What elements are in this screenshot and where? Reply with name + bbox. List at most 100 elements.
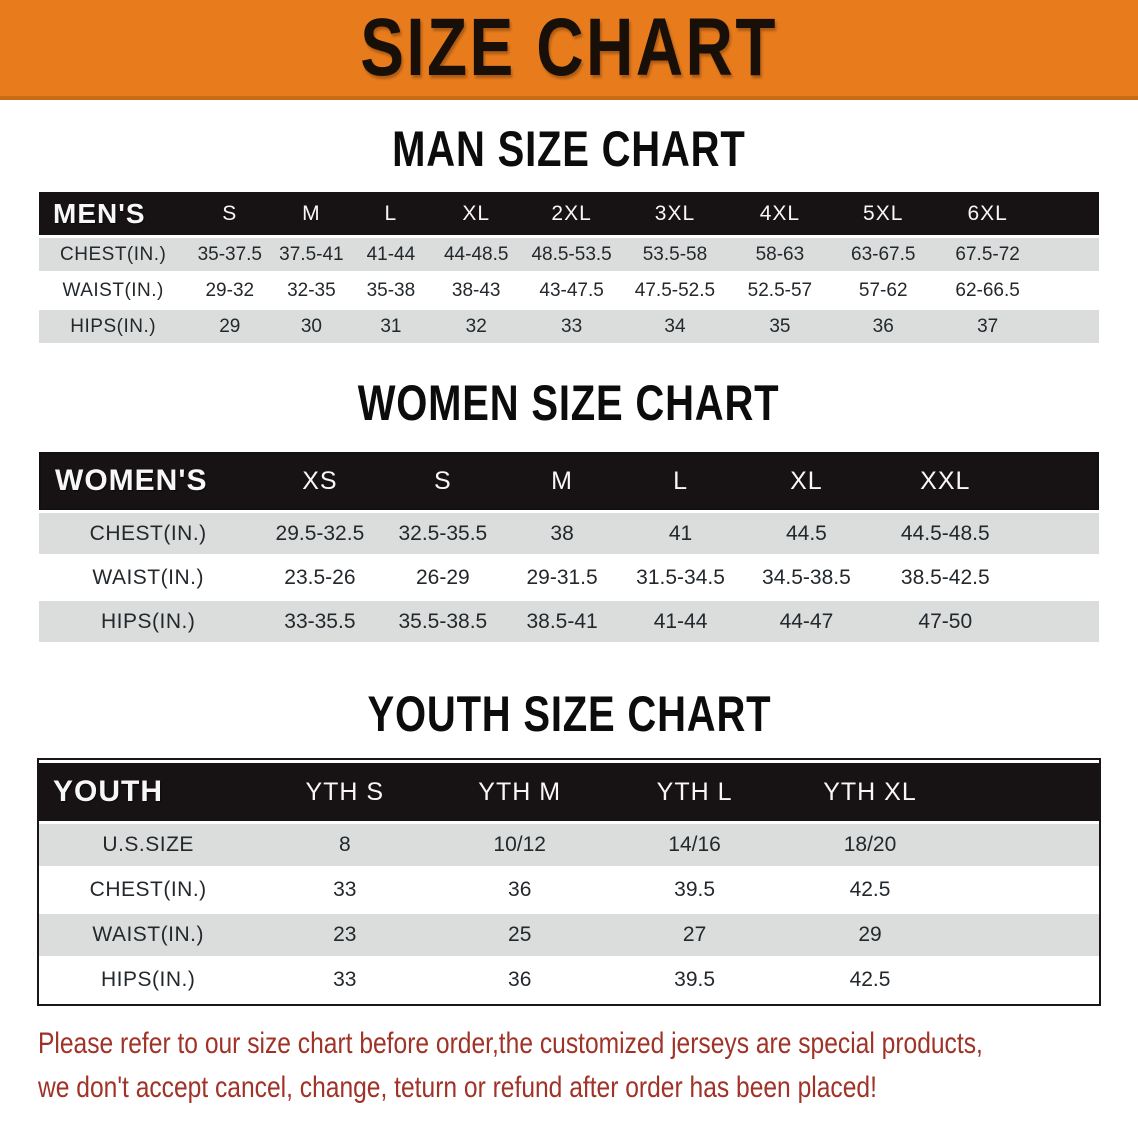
youth-table-title: YOUTH xyxy=(39,763,258,821)
filler-cell xyxy=(1017,513,1099,554)
size-column-header: 6XL xyxy=(934,192,1041,235)
measurement-value: 33 xyxy=(521,310,622,343)
measurement-value: 35 xyxy=(727,310,832,343)
measurement-value: 29 xyxy=(187,310,273,343)
measurement-value: 44-48.5 xyxy=(431,238,522,271)
measurement-label: WAIST(IN.) xyxy=(39,274,188,307)
women-size-section: WOMEN SIZE CHART WOMEN'S XS S M L XL XXL CHEST(I… xyxy=(39,346,1099,645)
men-table-title: MEN'S xyxy=(39,192,188,235)
women-size-table: WOMEN'S XS S M L XL XXL CHEST(IN.) 29.5-32.5 32.5… xyxy=(39,449,1099,645)
size-column-header: S xyxy=(382,452,504,510)
measurement-value: 42.5 xyxy=(782,869,958,911)
size-column-header: L xyxy=(350,192,432,235)
women-table-title: WOMEN'S xyxy=(39,452,258,510)
measurement-value: 26-29 xyxy=(382,557,504,598)
size-column-header: XL xyxy=(431,192,522,235)
measurement-value: 35-37.5 xyxy=(187,238,273,271)
measurement-value: 48.5-53.5 xyxy=(521,238,622,271)
filler-cell xyxy=(1017,452,1099,510)
filler-cell xyxy=(957,763,1099,821)
measurement-value: 18/20 xyxy=(782,824,958,866)
size-column-header: 2XL xyxy=(521,192,622,235)
filler-cell xyxy=(957,959,1099,1001)
measurement-value: 36 xyxy=(432,869,608,911)
size-column-header: XL xyxy=(740,452,873,510)
measurement-row: WAIST(IN.) 23.5-26 26-29 29-31.5 31.5-34.5 34… xyxy=(39,557,1099,598)
measurement-value: 44.5 xyxy=(740,513,873,554)
disclaimer: Please refer to our size chart before or… xyxy=(38,1022,1138,1109)
size-column-header: M xyxy=(272,192,351,235)
measurement-value: 41-44 xyxy=(620,601,741,642)
filler-cell xyxy=(957,824,1099,866)
measurement-value: 29-32 xyxy=(187,274,273,307)
measurement-row: HIPS(IN.) 33 36 39.5 42.5 xyxy=(39,959,1099,1001)
measurement-value: 62-66.5 xyxy=(934,274,1041,307)
measurement-value: 14/16 xyxy=(607,824,783,866)
measurement-value: 41-44 xyxy=(350,238,432,271)
measurement-value: 25 xyxy=(432,914,608,956)
disclaimer-line-1: Please refer to our size chart before or… xyxy=(38,1027,983,1060)
measurement-value: 38-43 xyxy=(431,274,522,307)
measurement-value: 32.5-35.5 xyxy=(382,513,504,554)
measurement-row: WAIST(IN.) 29-32 32-35 35-38 38-43 43-47.5 47.… xyxy=(39,274,1099,307)
filler-cell xyxy=(1017,557,1099,598)
measurement-value: 27 xyxy=(607,914,783,956)
measurement-value: 10/12 xyxy=(432,824,608,866)
measurement-row: CHEST(IN.) 35-37.5 37.5-41 41-44 44-48.5 48.5… xyxy=(39,238,1099,271)
size-column-header: XXL xyxy=(872,452,1018,510)
measurement-row: HIPS(IN.) 29 30 31 32 33 34 35 36 37 xyxy=(39,310,1099,343)
measurement-row: WAIST(IN.) 23 25 27 29 xyxy=(39,914,1099,956)
measurement-value: 38.5-42.5 xyxy=(872,557,1018,598)
measurement-label: WAIST(IN.) xyxy=(39,557,258,598)
measurement-label: WAIST(IN.) xyxy=(39,914,258,956)
measurement-value: 32-35 xyxy=(272,274,351,307)
size-column-header: YTH L xyxy=(607,763,783,821)
measurement-value: 53.5-58 xyxy=(621,238,728,271)
banner-title: SIZE CHART xyxy=(360,2,778,93)
size-column-header: M xyxy=(503,452,621,510)
size-column-header: YTH XL xyxy=(782,763,958,821)
filler-cell xyxy=(957,914,1099,956)
size-column-header: S xyxy=(187,192,273,235)
youth-chart-heading-text: YOUTH SIZE CHART xyxy=(367,686,771,742)
measurement-value: 29 xyxy=(782,914,958,956)
measurement-value: 57-62 xyxy=(831,274,935,307)
size-column-header: YTH M xyxy=(432,763,608,821)
youth-chart-heading: YOUTH SIZE CHART xyxy=(39,645,1099,760)
measurement-value: 39.5 xyxy=(607,959,783,1001)
measurement-value: 35.5-38.5 xyxy=(382,601,504,642)
filler-cell xyxy=(1040,274,1099,307)
measurement-value: 39.5 xyxy=(607,869,783,911)
size-header-row: MEN'S S M L XL 2XL 3XL 4XL 5XL 6XL xyxy=(39,192,1099,235)
filler-cell xyxy=(1040,310,1099,343)
measurement-value: 38 xyxy=(503,513,621,554)
measurement-value: 41 xyxy=(620,513,741,554)
measurement-value: 52.5-57 xyxy=(727,274,832,307)
measurement-value: 42.5 xyxy=(782,959,958,1001)
measurement-value: 29-31.5 xyxy=(503,557,621,598)
measurement-value: 29.5-32.5 xyxy=(257,513,383,554)
size-chart-banner: SIZE CHART xyxy=(0,0,1138,100)
women-chart-heading-text: WOMEN SIZE CHART xyxy=(358,375,780,431)
measurement-row: U.S.SIZE 8 10/12 14/16 18/20 xyxy=(39,824,1099,866)
measurement-row: CHEST(IN.) 29.5-32.5 32.5-35.5 38 41 44.5 44.5… xyxy=(39,513,1099,554)
size-column-header: XS xyxy=(257,452,383,510)
women-chart-heading: WOMEN SIZE CHART xyxy=(39,346,1099,449)
measurement-value: 63-67.5 xyxy=(831,238,935,271)
filler-cell xyxy=(957,869,1099,911)
measurement-value: 58-63 xyxy=(727,238,832,271)
size-column-header: 4XL xyxy=(727,192,832,235)
measurement-value: 38.5-41 xyxy=(503,601,621,642)
size-header-row: YOUTH YTH S YTH M YTH L YTH XL xyxy=(39,763,1099,821)
filler-cell xyxy=(1017,601,1099,642)
measurement-value: 44-47 xyxy=(740,601,873,642)
measurement-value: 23.5-26 xyxy=(257,557,383,598)
measurement-value: 34.5-38.5 xyxy=(740,557,873,598)
measurement-value: 32 xyxy=(431,310,522,343)
measurement-value: 44.5-48.5 xyxy=(872,513,1018,554)
measurement-value: 8 xyxy=(257,824,433,866)
measurement-value: 31.5-34.5 xyxy=(620,557,741,598)
measurement-value: 34 xyxy=(621,310,728,343)
men-chart-heading-text: MAN SIZE CHART xyxy=(392,121,746,177)
measurement-value: 47.5-52.5 xyxy=(621,274,728,307)
